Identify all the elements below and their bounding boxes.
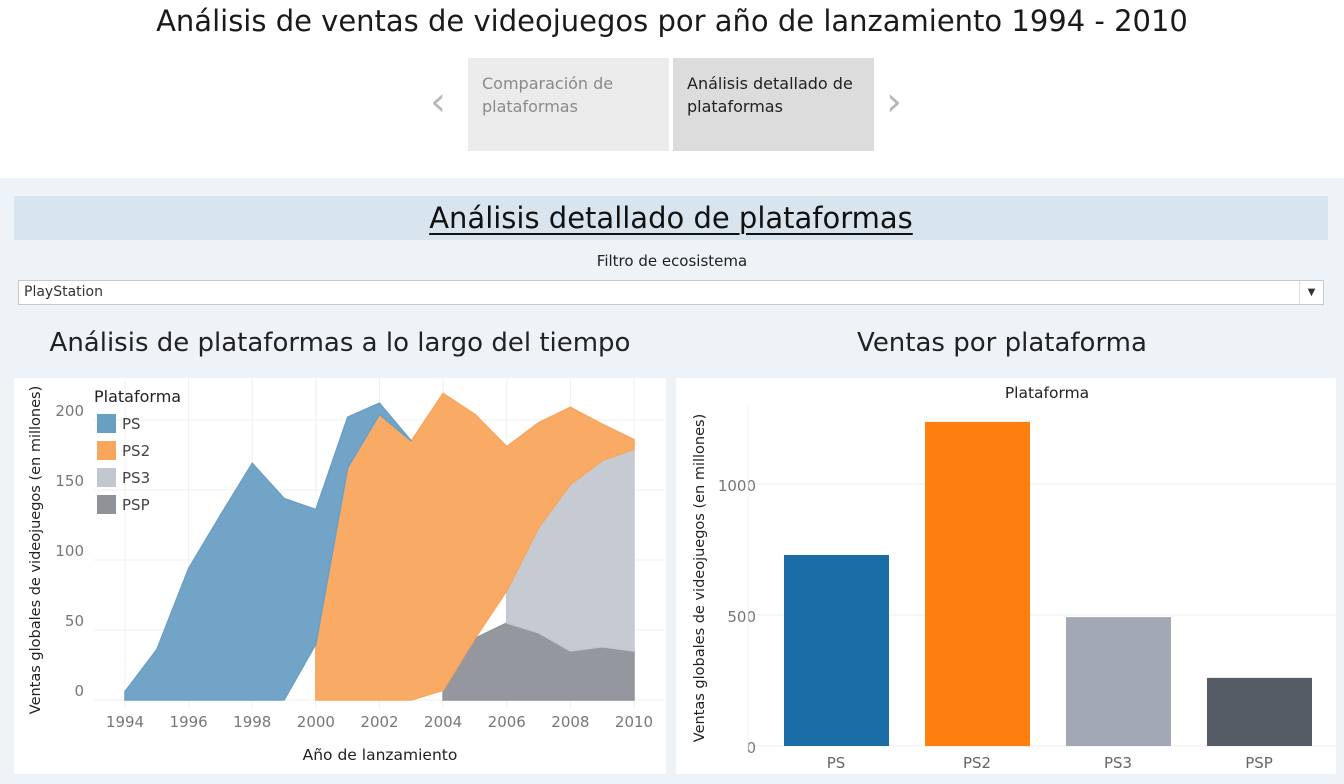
area-chart: 0 50 100 150 200 1994 1996 1998 2000 2002 2004 2006… [28,378,664,764]
y-tick-label: 500 [727,608,756,626]
bar-ps [784,555,889,746]
x-tick-label: 1996 [170,713,208,731]
x-tick-label: PS2 [963,754,991,772]
area-chart-title: Análisis de plataformas a lo largo del t… [49,328,631,358]
x-tick-label: 2004 [424,713,462,731]
bar-ps2 [925,421,1030,746]
x-tick-label: 2002 [360,713,398,731]
x-tick-label: PSP [1245,754,1273,772]
legend-swatch-ps3 [97,468,116,487]
chevron-left-icon[interactable]: ‹ [430,79,446,125]
x-tick-label: 2010 [615,713,653,731]
y-tick-label: 0 [74,682,84,700]
area-chart-panel: 0 50 100 150 200 1994 1996 1998 2000 2002 2004 2006… [14,378,666,774]
y-tick-label: 1000 [718,477,756,495]
y-tick-label: 50 [65,612,84,630]
bar-psp [1207,677,1312,746]
x-tick-label: 1998 [233,713,271,731]
legend-label: PSP [122,496,150,514]
tab-comparacion-plataformas[interactable]: Comparación de plataformas [468,58,669,151]
area-series-ps [124,402,412,701]
bar-chart: 0 500 1000 Plataforma PS PS2 PS3 PSP Ventas glob… [692,384,1336,772]
bar-header: Plataforma [1005,384,1089,402]
dropdown-value: PlayStation [24,284,103,300]
bar-ps3 [1066,617,1171,746]
bar-chart-panel: 0 500 1000 Plataforma PS PS2 PS3 PSP Ventas glob… [676,378,1336,774]
y-tick-label: 0 [746,739,756,757]
x-tick-label: 1994 [106,713,144,731]
x-tick-label: 2000 [297,713,335,731]
y-tick-label: 150 [55,472,84,490]
filter-label: Filtro de ecosistema [596,252,748,270]
y-axis-label: Ventas globales de videojuegos (en millo… [28,386,44,714]
x-axis-label: Año de lanzamiento [303,746,458,764]
y-tick-label: 100 [55,542,84,560]
y-tick-label: 200 [55,402,84,420]
section-header: Análisis detallado de plataformas [14,196,1328,240]
area-series-ps2 [315,392,635,701]
legend-label: PS2 [122,442,150,460]
dropdown-caret-icon[interactable]: ▼ [1299,281,1323,304]
section-title: Análisis detallado de plataformas [429,201,913,235]
tab-analisis-detallado[interactable]: Análisis detallado de plataformas [673,58,874,151]
legend-swatch-psp [97,495,116,514]
x-tick-label: PS [827,754,846,772]
x-tick-label: 2008 [551,713,589,731]
ecosystem-filter-dropdown[interactable]: PlayStation ▼ [18,280,1324,305]
bar-chart-title: Ventas por plataforma [857,328,1147,358]
legend-title: Plataforma [94,387,181,406]
x-tick-label: 2006 [488,713,526,731]
y-axis-label: Ventas globales de videojuegos (en millo… [692,414,708,742]
legend-swatch-ps2 [97,441,116,460]
legend-swatch-ps [97,414,116,433]
legend-label: PS [122,415,141,433]
dashboard-title: Análisis de ventas de videojuegos por añ… [156,4,1188,38]
chevron-right-icon[interactable]: › [886,79,902,125]
x-tick-label: PS3 [1104,754,1132,772]
legend-label: PS3 [122,469,150,487]
